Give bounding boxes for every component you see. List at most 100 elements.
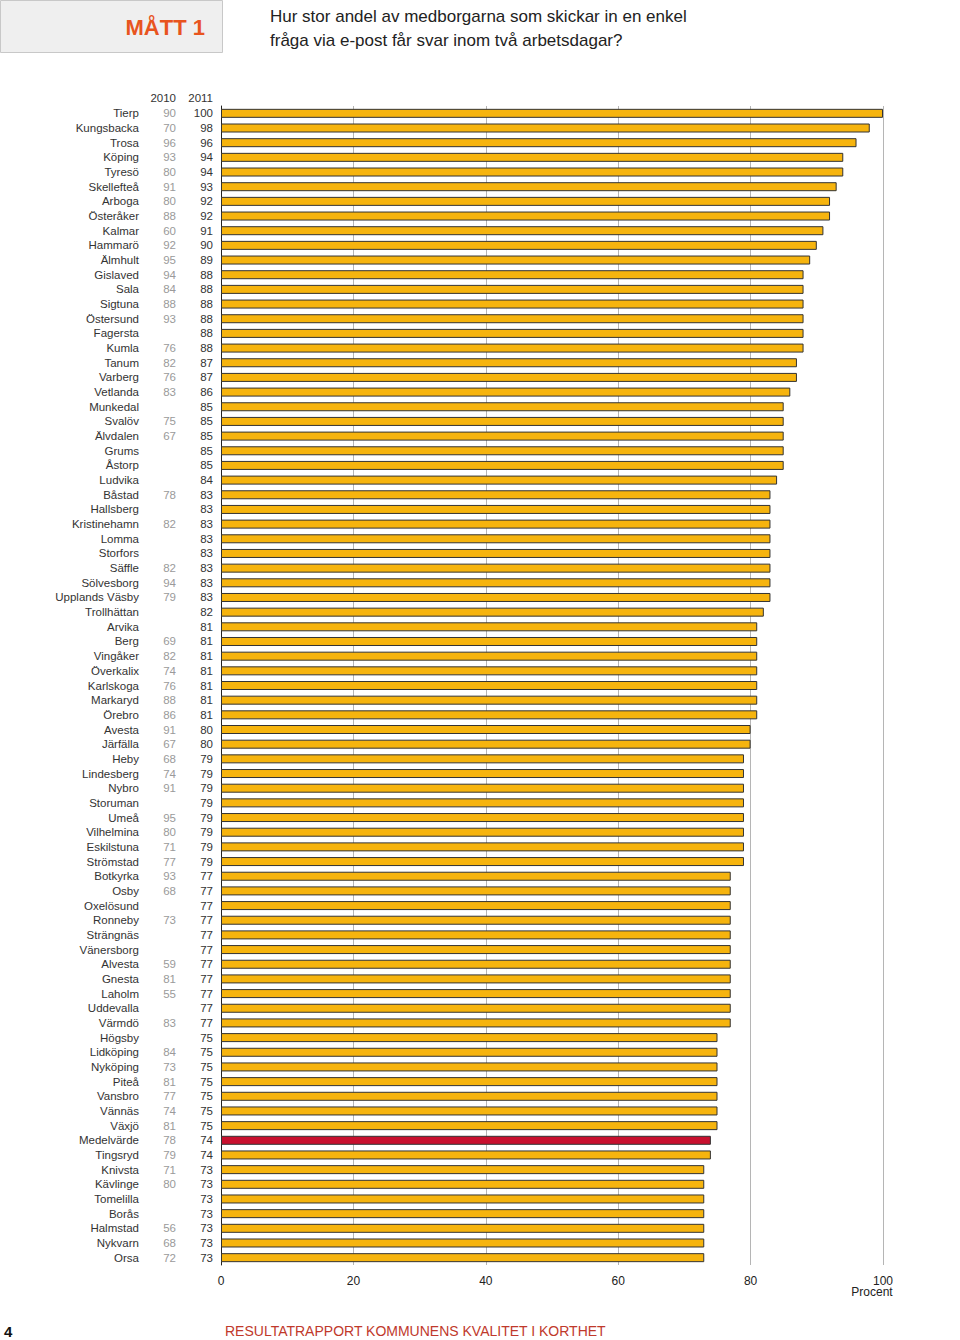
svg-text:Tierp: Tierp: [113, 107, 139, 119]
svg-text:79: 79: [200, 856, 213, 868]
svg-text:94: 94: [200, 166, 213, 178]
svg-text:91: 91: [163, 782, 176, 794]
svg-text:Högsby: Högsby: [100, 1032, 139, 1044]
svg-text:68: 68: [163, 885, 176, 897]
svg-text:Orsa: Orsa: [114, 1252, 140, 1264]
svg-text:92: 92: [200, 195, 213, 207]
svg-text:Strömstad: Strömstad: [87, 856, 139, 868]
svg-text:77: 77: [163, 856, 176, 868]
svg-text:100: 100: [194, 107, 213, 119]
svg-text:83: 83: [163, 386, 176, 398]
svg-text:79: 79: [200, 797, 213, 809]
svg-text:Heby: Heby: [112, 753, 139, 765]
svg-text:Sala: Sala: [116, 283, 140, 295]
svg-text:76: 76: [163, 680, 176, 692]
svg-text:Nybro: Nybro: [108, 782, 139, 794]
svg-text:77: 77: [200, 988, 213, 1000]
svg-text:Osby: Osby: [112, 885, 139, 897]
svg-text:Arvika: Arvika: [107, 621, 140, 633]
svg-text:Vännäs: Vännäs: [100, 1105, 139, 1117]
svg-text:83: 83: [200, 518, 213, 530]
svg-text:Storfors: Storfors: [99, 547, 140, 559]
svg-text:83: 83: [200, 533, 213, 545]
svg-text:Östersund: Östersund: [86, 313, 139, 325]
svg-text:67: 67: [163, 430, 176, 442]
svg-text:77: 77: [200, 914, 213, 926]
svg-text:75: 75: [200, 1105, 213, 1117]
svg-text:80: 80: [744, 1274, 758, 1288]
svg-text:Nykvarn: Nykvarn: [97, 1237, 139, 1249]
svg-text:Ronneby: Ronneby: [93, 914, 139, 926]
svg-text:Berg: Berg: [115, 635, 139, 647]
svg-text:Kalmar: Kalmar: [103, 225, 140, 237]
svg-text:83: 83: [200, 489, 213, 501]
svg-text:Botkyrka: Botkyrka: [94, 870, 139, 882]
svg-text:73: 73: [163, 914, 176, 926]
svg-text:Ludvika: Ludvika: [99, 474, 139, 486]
svg-text:Karlskoga: Karlskoga: [88, 680, 140, 692]
svg-text:4: 4: [4, 1323, 13, 1340]
svg-text:Svalöv: Svalöv: [104, 415, 139, 427]
svg-text:Vansbro: Vansbro: [97, 1090, 139, 1102]
svg-text:79: 79: [163, 1149, 176, 1161]
svg-text:Markaryd: Markaryd: [91, 694, 139, 706]
svg-text:Arboga: Arboga: [102, 195, 140, 207]
svg-text:Hammarö: Hammarö: [89, 239, 139, 251]
svg-text:Storuman: Storuman: [89, 797, 139, 809]
svg-text:Avesta: Avesta: [104, 724, 140, 736]
svg-text:92: 92: [200, 210, 213, 222]
svg-text:82: 82: [163, 562, 176, 574]
svg-text:79: 79: [200, 841, 213, 853]
svg-text:Knivsta: Knivsta: [101, 1164, 139, 1176]
svg-text:94: 94: [163, 269, 176, 281]
svg-text:80: 80: [163, 1178, 176, 1190]
svg-text:Älvdalen: Älvdalen: [95, 430, 139, 442]
svg-text:77: 77: [200, 929, 213, 941]
svg-text:88: 88: [200, 327, 213, 339]
svg-text:Umeå: Umeå: [108, 812, 139, 824]
svg-text:77: 77: [200, 900, 213, 912]
svg-text:2010: 2010: [150, 92, 176, 104]
svg-text:81: 81: [163, 1120, 176, 1132]
svg-text:79: 79: [200, 812, 213, 824]
svg-text:67: 67: [163, 738, 176, 750]
svg-text:78: 78: [163, 1134, 176, 1146]
svg-text:81: 81: [200, 680, 213, 692]
svg-text:74: 74: [163, 768, 176, 780]
svg-text:Säffle: Säffle: [110, 562, 139, 574]
svg-text:83: 83: [163, 1017, 176, 1029]
svg-text:93: 93: [163, 870, 176, 882]
svg-text:73: 73: [200, 1193, 213, 1205]
svg-text:86: 86: [200, 386, 213, 398]
svg-text:Båstad: Båstad: [103, 489, 139, 501]
svg-text:95: 95: [163, 254, 176, 266]
svg-text:85: 85: [200, 445, 213, 457]
svg-text:87: 87: [200, 357, 213, 369]
svg-text:73: 73: [200, 1252, 213, 1264]
svg-text:83: 83: [200, 503, 213, 515]
svg-text:Gnesta: Gnesta: [102, 973, 140, 985]
svg-text:73: 73: [163, 1061, 176, 1073]
svg-text:84: 84: [163, 283, 176, 295]
svg-text:Gislaved: Gislaved: [94, 269, 139, 281]
svg-text:92: 92: [163, 239, 176, 251]
svg-text:Hallsberg: Hallsberg: [90, 503, 139, 515]
svg-text:Lindesberg: Lindesberg: [82, 768, 139, 780]
svg-text:83: 83: [200, 562, 213, 574]
svg-text:Borås: Borås: [109, 1208, 139, 1220]
svg-text:20: 20: [347, 1274, 361, 1288]
svg-text:Sölvesborg: Sölvesborg: [81, 577, 139, 589]
svg-text:90: 90: [163, 107, 176, 119]
svg-text:Vilhelmina: Vilhelmina: [86, 826, 139, 838]
svg-text:91: 91: [200, 225, 213, 237]
svg-text:85: 85: [200, 459, 213, 471]
svg-text:73: 73: [200, 1164, 213, 1176]
svg-text:Laholm: Laholm: [101, 988, 139, 1000]
svg-text:Järfälla: Järfälla: [102, 738, 140, 750]
svg-text:73: 73: [200, 1178, 213, 1190]
svg-text:Medelvärde: Medelvärde: [79, 1134, 139, 1146]
svg-text:79: 79: [200, 826, 213, 838]
svg-text:74: 74: [200, 1134, 213, 1146]
svg-text:MÅTT 1: MÅTT 1: [126, 14, 205, 40]
svg-text:77: 77: [200, 958, 213, 970]
